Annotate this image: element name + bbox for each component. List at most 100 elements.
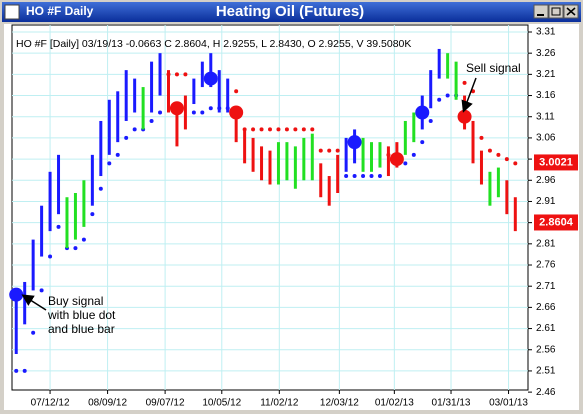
stop-dot [344,174,349,179]
x-tick-label: 03/01/13 [489,398,528,409]
stop-dot [462,80,467,85]
y-tick-label: 2.46 [536,387,556,398]
x-tick-label: 11/02/12 [260,398,299,409]
x-tick-label: 01/31/13 [432,398,471,409]
plot-area [11,24,529,391]
stop-dot [361,174,366,179]
price-label-box [534,214,578,231]
stop-dot [276,127,281,132]
stop-dot [377,174,382,179]
y-tick-label: 2.71 [536,281,556,292]
y-tick-label: 2.66 [536,302,556,313]
y-tick-label: 3.26 [536,48,556,59]
stop-dot [445,93,450,98]
stop-dot [420,140,425,145]
stop-dot [48,254,53,259]
price-label-box [534,154,578,171]
stop-dot [293,127,298,132]
signal-dot [9,287,24,302]
x-tick-label: 01/02/13 [375,398,414,409]
stop-dot [479,135,484,140]
stop-dot [115,152,120,157]
y-tick-label: 2.81 [536,238,556,249]
stop-dot [437,97,442,102]
y-tick-label: 2.91 [536,196,556,207]
y-tick-label: 2.96 [536,175,556,186]
window-buttons[interactable] [533,4,579,19]
stop-dot [174,72,179,77]
stop-dot [200,110,205,115]
stop-dot [90,212,95,217]
stop-dot [310,127,315,132]
app-icon [4,4,20,20]
stop-dot [369,174,374,179]
y-tick-label: 3.31 [536,27,556,38]
stop-dot [318,148,323,153]
stop-dot [513,161,518,166]
annotation-arrow [21,294,47,311]
stop-dot [107,161,112,166]
signal-dot [457,109,472,124]
signal-dot [229,105,244,120]
stop-dot [56,224,61,229]
stop-dot [327,148,332,153]
annotation: Sell signal [466,61,521,75]
signal-dot [389,152,404,167]
maximize-button[interactable] [548,4,564,19]
stop-dot [39,288,44,293]
y-tick-label: 2.51 [536,366,556,377]
stop-dot [504,157,509,162]
annotation-arrow [461,77,477,113]
stop-dot [411,152,416,157]
stop-dot [496,152,501,157]
stop-dot [14,368,19,373]
stop-dot [31,330,36,335]
stop-dot [234,89,239,94]
stop-dot [301,127,306,132]
stop-dot [22,368,27,373]
y-tick-label: 3.11 [536,111,555,122]
title-bar [2,2,581,22]
stop-dot [81,237,86,242]
stop-dot [208,106,213,111]
stop-dot [487,148,492,153]
y-tick-label: 3.16 [536,90,556,101]
annotation: Buy signal [48,294,103,308]
stop-dot [428,118,433,123]
signal-dot [169,101,184,116]
stop-dot [403,161,408,166]
stop-dot [251,127,256,132]
annotation: and blue bar [48,322,115,336]
x-tick-label: 09/07/12 [146,398,185,409]
y-tick-label: 2.56 [536,344,556,355]
y-tick-label: 3.06 [536,133,556,144]
stop-dot [158,110,163,115]
stop-dot [183,72,188,77]
info-line: HO #F [Daily] 03/19/13 -0.0663 C 2.8604,… [16,38,411,50]
stop-dot [268,127,272,132]
stop-dot [191,110,196,115]
signal-dot [203,71,218,86]
y-tick-label: 3.21 [536,69,556,80]
signal-dot [347,135,362,150]
window-title: HO #F Daily [26,4,94,18]
stop-dot [149,118,154,123]
signal-dot [415,105,430,120]
stop-dot [352,174,357,179]
x-tick-label: 07/12/12 [31,398,70,409]
stop-dot [284,127,289,132]
chart-title: Heating Oil (Futures) [216,3,364,20]
maximize-icon [551,7,561,16]
x-tick-label: 12/03/12 [320,398,359,409]
stop-dot [132,127,137,132]
y-tick-label: 2.76 [536,260,556,271]
stop-dot [335,148,340,153]
y-tick-label: 2.61 [536,323,556,334]
x-tick-label: 08/09/12 [88,398,127,409]
close-icon [566,7,576,16]
stop-dot [73,246,78,251]
stop-dot [124,135,129,140]
price-label: 3.0021 [539,156,573,168]
minimize-button[interactable] [533,4,549,19]
